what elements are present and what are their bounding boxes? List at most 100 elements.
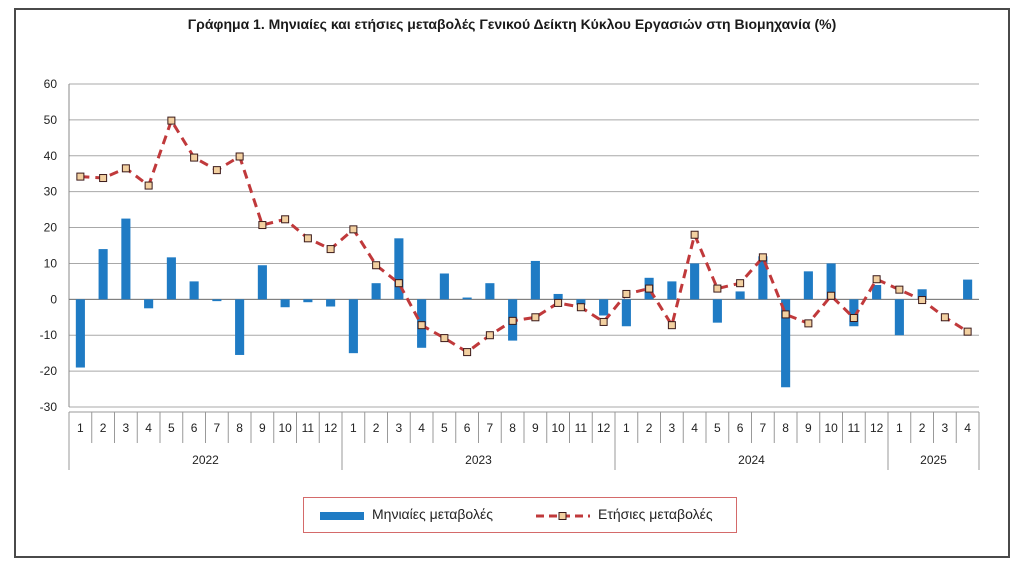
line-point	[758, 253, 767, 262]
x-tick-label: 1	[623, 421, 630, 435]
line-point	[690, 230, 699, 239]
line-point	[804, 319, 813, 328]
x-tick-label: 12	[324, 421, 338, 435]
legend-bar-swatch	[320, 512, 364, 520]
x-tick-label: 12	[870, 421, 884, 435]
year-label: 2024	[738, 453, 765, 467]
line-point	[827, 291, 836, 300]
x-tick-label: 6	[737, 421, 744, 435]
chart-title: Γράφημα 1. Μηνιαίες και ετήσιες μεταβολέ…	[187, 16, 837, 32]
line-point	[576, 303, 585, 312]
x-tick-label: 3	[396, 421, 403, 435]
line-point	[258, 221, 267, 230]
bar	[826, 263, 836, 300]
x-tick-label: 11	[575, 421, 588, 435]
x-tick-label: 10	[824, 421, 838, 435]
line-point	[940, 313, 949, 322]
year-label: 2025	[920, 453, 947, 467]
x-tick-label: 2	[100, 421, 107, 435]
line-point	[167, 116, 176, 125]
legend-label-monthly: Μηνιαίες μεταβολές	[372, 506, 493, 522]
bar	[462, 297, 472, 300]
x-tick-label: 9	[259, 421, 266, 435]
x-tick-label: 4	[964, 421, 971, 435]
bar	[576, 299, 586, 305]
bar	[144, 299, 154, 309]
bar	[621, 299, 631, 327]
bar	[280, 299, 290, 308]
x-tick-label: 7	[760, 421, 767, 435]
line-point	[918, 296, 927, 305]
x-tick-label: 5	[168, 421, 175, 435]
y-tick-label: 10	[44, 256, 58, 270]
y-tick-label: 0	[50, 292, 57, 306]
line-point	[76, 172, 85, 181]
year-label: 2023	[465, 453, 492, 467]
x-tick-label: 4	[418, 421, 425, 435]
bar	[485, 283, 495, 300]
x-tick-label: 10	[278, 421, 292, 435]
chart-frame	[14, 8, 1010, 558]
x-tick-label: 6	[464, 421, 471, 435]
bar	[712, 299, 722, 323]
line-point	[599, 317, 608, 326]
x-tick-label: 3	[669, 421, 676, 435]
bar	[894, 299, 904, 336]
bar	[121, 218, 131, 300]
bar	[348, 299, 358, 354]
bar	[735, 291, 745, 300]
x-tick-label: 3	[942, 421, 949, 435]
bar	[690, 263, 700, 300]
x-tick-label: 6	[191, 421, 198, 435]
line-point	[372, 261, 381, 270]
line-point	[895, 285, 904, 294]
line-point	[212, 166, 221, 175]
x-tick-label: 2	[646, 421, 653, 435]
bar	[667, 281, 677, 300]
line-point	[667, 321, 676, 330]
bar	[849, 299, 859, 327]
bar	[553, 293, 563, 300]
x-tick-label: 1	[350, 421, 357, 435]
line-point	[349, 225, 358, 234]
line-point	[281, 215, 290, 224]
x-tick-label: 11	[302, 421, 315, 435]
y-tick-label: -20	[40, 364, 58, 378]
line-point	[554, 298, 563, 307]
y-tick-label: 20	[44, 221, 58, 235]
bar	[98, 249, 108, 300]
line-point	[394, 279, 403, 288]
x-tick-label: 8	[509, 421, 516, 435]
legend-marker-swatch	[558, 512, 567, 520]
x-tick-label: 3	[123, 421, 130, 435]
y-tick-label: 30	[44, 185, 58, 199]
x-tick-label: 11	[848, 421, 861, 435]
bar	[371, 283, 381, 300]
bar	[781, 299, 791, 388]
line-point	[121, 164, 130, 173]
bar	[963, 279, 973, 300]
x-tick-label: 9	[805, 421, 812, 435]
annual-line	[80, 119, 969, 354]
bar	[758, 256, 768, 300]
y-tick-label: 50	[44, 113, 58, 127]
x-tick-label: 8	[236, 421, 243, 435]
x-tick-label: 10	[551, 421, 565, 435]
legend: Μηνιαίες μεταβολές Ετήσιες μεταβολές	[303, 497, 737, 533]
bar	[212, 299, 222, 302]
x-tick-label: 8	[782, 421, 789, 435]
legend-label-annual: Ετήσιες μεταβολές	[598, 506, 713, 522]
bar	[530, 260, 540, 300]
line-point	[485, 331, 494, 340]
line-point	[235, 152, 244, 161]
bar	[303, 299, 313, 303]
line-point	[645, 284, 654, 293]
bar	[803, 271, 813, 300]
x-tick-label: 9	[532, 421, 539, 435]
line-point	[303, 234, 312, 243]
bar	[917, 289, 927, 300]
x-tick-label: 7	[487, 421, 494, 435]
x-tick-label: 4	[691, 421, 698, 435]
year-label: 2022	[192, 453, 219, 467]
line-point	[872, 275, 881, 284]
